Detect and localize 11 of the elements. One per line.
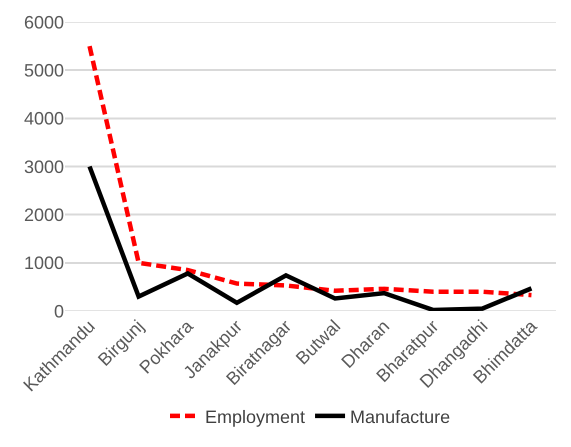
y-tick-label: 5000	[24, 60, 64, 80]
legend-label: Manufacture	[350, 406, 450, 427]
legend-label: Employment	[205, 406, 306, 427]
y-tick-label: 3000	[24, 156, 64, 177]
y-tick-label: 2000	[24, 204, 64, 225]
line-series	[87, 164, 534, 311]
y-tick-label: 0	[54, 301, 64, 322]
line-series	[87, 44, 534, 298]
y-tick-label: 4000	[24, 108, 64, 129]
y-tick-label: 6000	[24, 12, 64, 32]
y-tick-label: 1000	[24, 253, 64, 274]
